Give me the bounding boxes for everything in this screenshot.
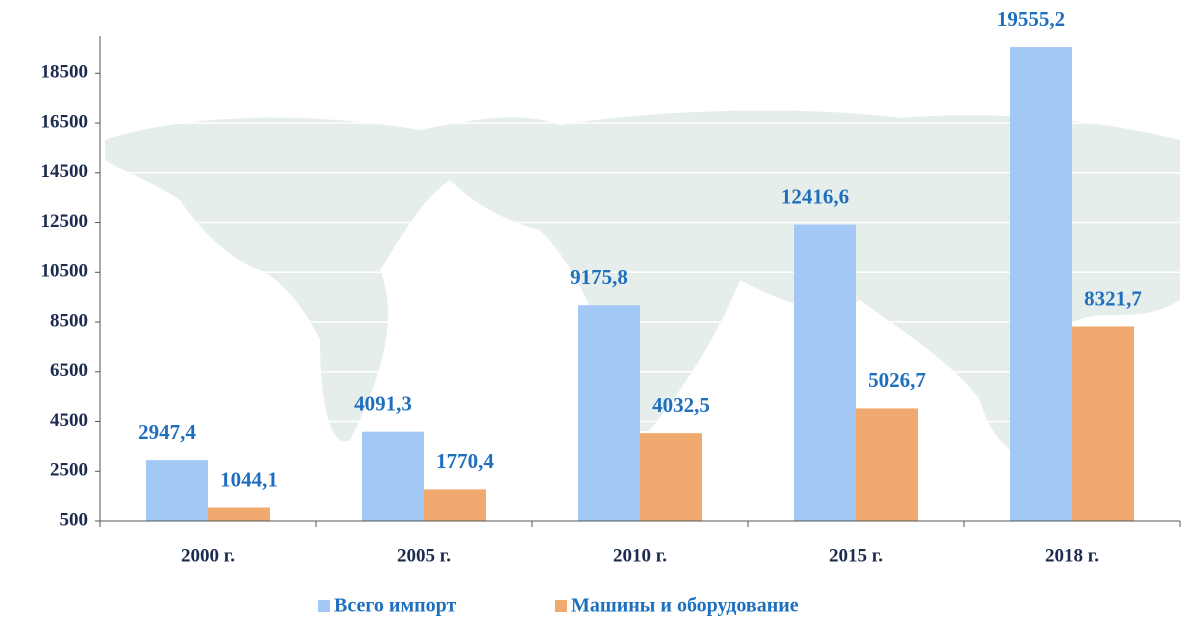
value-label: 8321,7 (1084, 286, 1142, 310)
x-tick-label: 2015 г. (829, 545, 883, 566)
y-tick-label: 10500 (41, 261, 89, 282)
bar (578, 305, 640, 521)
value-label: 4032,5 (652, 393, 710, 417)
x-tick-label: 2000 г. (181, 545, 235, 566)
y-tick-label: 6500 (50, 360, 88, 381)
bar (424, 489, 486, 521)
bar (362, 431, 424, 521)
legend-swatch (318, 600, 330, 612)
y-tick-label: 16500 (41, 111, 89, 132)
bar (1010, 47, 1072, 521)
bar (856, 408, 918, 521)
value-label: 4091,3 (354, 391, 412, 415)
legend-label: Машины и оборудование (571, 595, 799, 617)
value-label: 19555,2 (997, 7, 1065, 31)
value-label: 1044,1 (220, 467, 278, 491)
bar (146, 460, 208, 521)
value-label: 1770,4 (436, 449, 494, 473)
y-tick-label: 4500 (50, 410, 88, 431)
bar (208, 507, 270, 521)
value-label: 12416,6 (781, 184, 849, 208)
x-tick-label: 2010 г. (613, 545, 667, 566)
bar (1072, 326, 1134, 521)
y-tick-label: 2500 (50, 460, 88, 481)
y-tick-label: 12500 (41, 211, 89, 232)
x-tick-label: 2018 г. (1045, 545, 1099, 566)
value-label: 5026,7 (868, 368, 926, 392)
x-tick-label: 2005 г. (397, 545, 451, 566)
legend-swatch (555, 600, 567, 612)
value-label: 2947,4 (138, 420, 196, 444)
value-label: 9175,8 (570, 265, 628, 289)
legend-label: Всего импорт (334, 595, 456, 617)
bar (640, 433, 702, 521)
y-tick-label: 8500 (50, 310, 88, 331)
map-background (105, 110, 1180, 462)
y-tick-label: 500 (60, 509, 89, 530)
y-tick-label: 14500 (41, 161, 89, 182)
y-tick-label: 18500 (41, 62, 89, 83)
bar (794, 224, 856, 521)
